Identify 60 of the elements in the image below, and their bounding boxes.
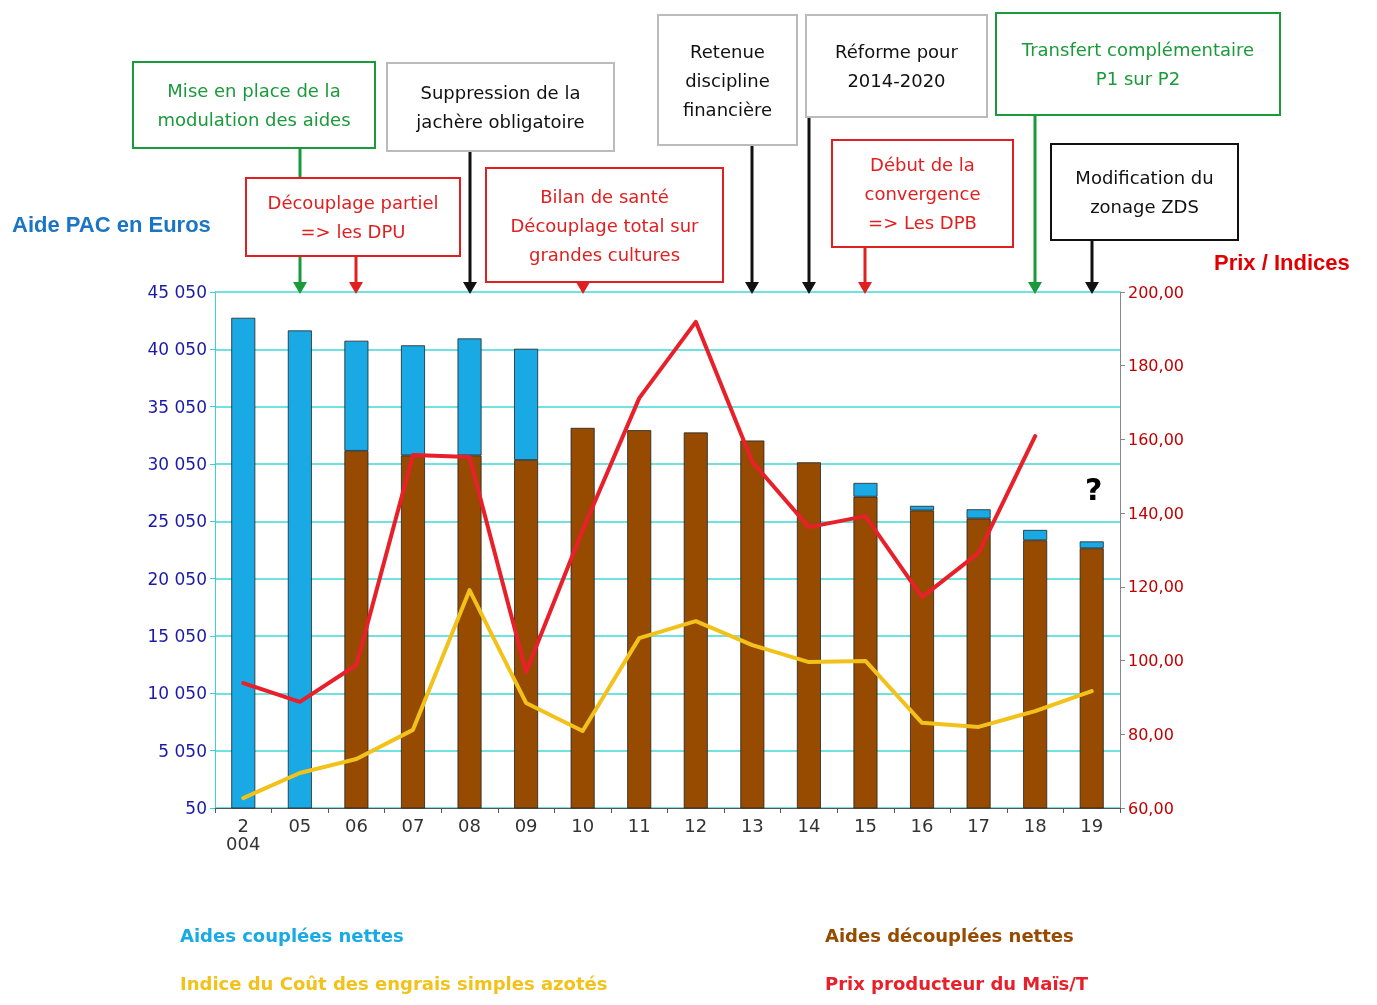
y-tick-label: 10 050 [147, 683, 207, 704]
y-axis-title: Aide PAC en Euros [12, 212, 211, 238]
x-tick-label: 06 [344, 814, 368, 836]
x-tick-label: 2 004 [226, 814, 261, 854]
x-tick-label: 10 [571, 814, 595, 836]
x-tick-label: 15 [854, 814, 877, 836]
y2-tick-label: 120,00 [1128, 577, 1184, 597]
x-tick-label: 19 [1080, 814, 1104, 836]
bar [796, 462, 821, 809]
y2-tick-label: 200,00 [1128, 282, 1184, 302]
text: Aides couplées nettes [180, 924, 404, 946]
y-tick-label: 40 050 [147, 339, 207, 360]
bar [231, 317, 256, 809]
y2-tick-label: 180,00 [1128, 356, 1184, 376]
bar [627, 430, 652, 809]
annotation: ? [1085, 472, 1103, 507]
x-tick-label: 08 [458, 814, 481, 836]
bar [740, 440, 765, 809]
x-tick-label: 17 [967, 814, 991, 836]
y-tick-label: 45 050 [147, 282, 207, 302]
x-tick-label: 14 [797, 814, 821, 836]
y-tick-label: 30 050 [147, 454, 207, 474]
text: Aides découplées nettes [825, 924, 1074, 946]
bar [287, 330, 312, 809]
x-tick-label: 18 [1023, 814, 1047, 836]
y2-tick-label: 100,00 [1128, 651, 1184, 671]
text: Suppression de la jachère obligatoire [416, 81, 585, 134]
x-tick-label: 09 [514, 814, 538, 836]
text: Modification du zonage ZDS [1075, 166, 1214, 219]
x-tick-label: 07 [401, 814, 425, 836]
x-tick-label: 11 [627, 814, 651, 836]
y2-axis-title: Prix / Indices [1214, 250, 1350, 276]
text: Réforme pour 2014-2020 [835, 40, 958, 93]
y-tick-label: 35 050 [147, 396, 207, 417]
line-series [241, 588, 1094, 801]
y2-tick-label: 160,00 [1128, 429, 1184, 449]
y-tick-label: 15 050 [147, 626, 207, 646]
bar [910, 510, 935, 809]
y2-tick-label: 140,00 [1128, 503, 1184, 523]
y-tick-label: 5 050 [158, 740, 207, 761]
text: Indice du Coût des engrais simples azotés [180, 972, 608, 994]
line-series [241, 319, 1038, 704]
y-tick-label: 20 050 [147, 568, 207, 589]
x-tick-label: 13 [740, 814, 764, 836]
text: Retenue discipline financière [682, 39, 773, 122]
y-tick-label: 50 [185, 798, 207, 818]
text: Transfert complémentaire P1 sur P2 [1021, 38, 1255, 91]
y-tick-label: 25 050 [147, 511, 207, 532]
text: Début de la convergence => Les DPB [864, 153, 981, 235]
x-tick-label: 12 [684, 814, 708, 836]
bar [683, 432, 708, 809]
y2-tick-label: 60,00 [1128, 798, 1174, 818]
text: Prix producteur du Maïs/T [825, 972, 1089, 994]
x-tick-label: 16 [910, 814, 934, 836]
text: Mise en place de la modulation des aides [157, 79, 351, 132]
text: Bilan de santé Découplage total sur grandes cultures [510, 184, 699, 267]
y2-tick-label: 80,00 [1128, 724, 1174, 744]
x-tick-label: 05 [288, 814, 312, 836]
text: Découplage partiel => les DPU [267, 191, 439, 244]
bar [570, 427, 595, 809]
